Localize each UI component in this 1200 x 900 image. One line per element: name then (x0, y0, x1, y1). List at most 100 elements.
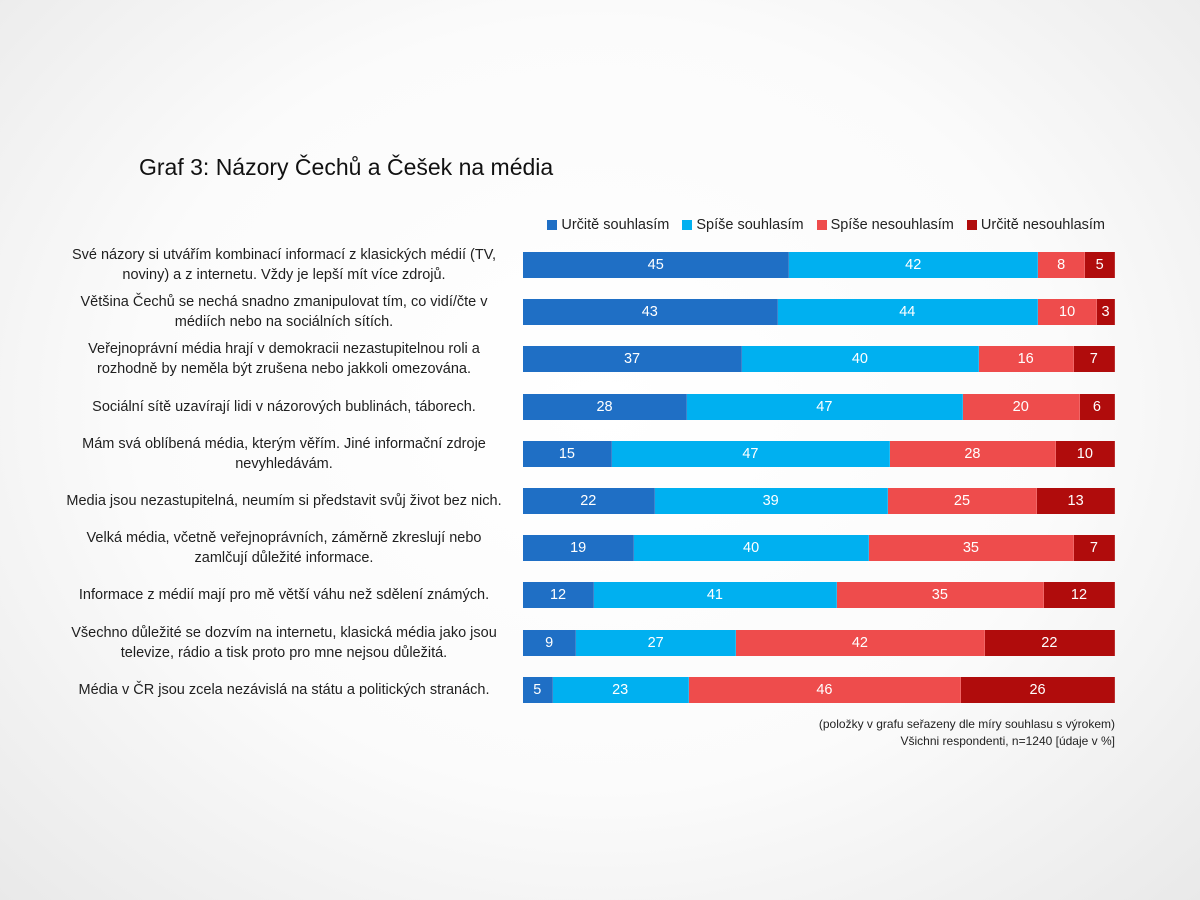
bar-segment: 47 (687, 393, 963, 420)
bar-row: 22 39 25 13 (523, 488, 1115, 514)
bar-segment: 7 (1073, 346, 1115, 373)
data-label: 13 (1067, 493, 1084, 509)
bar-segment: 45 (523, 252, 790, 278)
data-label: 5 (1095, 257, 1104, 273)
data-label: 42 (851, 634, 868, 651)
bar-segment: 12 (1043, 582, 1115, 609)
data-label: 8 (1057, 257, 1066, 273)
bar-segment: 37 (523, 346, 743, 373)
category-label: Sociální sítě uzavírají lidi v názorovýc… (92, 398, 476, 415)
bar-segment: 7 (1073, 535, 1115, 562)
bar-segment: 44 (777, 299, 1039, 326)
data-label: 26 (1029, 681, 1046, 698)
bar-segment: 15 (523, 440, 612, 467)
data-label: 7 (1089, 540, 1098, 557)
category-label: Veřejnoprávní média hrají v demokracii n… (88, 341, 480, 378)
data-label: 19 (570, 540, 587, 557)
bar-segment: 28 (523, 393, 688, 420)
data-label: 7 (1089, 351, 1098, 368)
bar-row: 37 40 16 7 (523, 346, 1115, 373)
bar-segment: 13 (1037, 488, 1115, 514)
legend-swatch (682, 220, 693, 230)
data-label: 23 (612, 681, 629, 698)
bar-row: 43 44 10 3 (523, 299, 1115, 326)
bar-segment: 26 (961, 676, 1115, 703)
data-label: 12 (1070, 587, 1088, 604)
legend-item: Spíše nesouhlasím (816, 217, 954, 233)
category-label: Média v ČR jsou zcela nezávislá na státu… (78, 681, 490, 698)
legend-swatch (547, 220, 558, 230)
legend-item: Spíše souhlasím (682, 217, 804, 233)
data-label: 28 (596, 398, 613, 415)
bar-segment: 25 (887, 488, 1038, 514)
data-label: 41 (706, 587, 723, 604)
legend-item: Určitě souhlasím (547, 217, 669, 233)
data-label: 10 (1059, 304, 1076, 321)
data-label: 27 (647, 634, 664, 651)
category-label: Informace z médií mají pro mě větší váhu… (78, 587, 490, 604)
category-label: Velká média, včetně veřejnoprávních, zám… (86, 530, 482, 567)
bar-segment: 8 (1038, 252, 1086, 278)
bar-segment: 16 (978, 346, 1074, 373)
bar-segment: 23 (552, 676, 689, 703)
data-label: 20 (1012, 398, 1029, 415)
bar-segment: 22 (984, 629, 1115, 656)
bar-row: 5 23 46 26 (523, 676, 1115, 703)
data-label: 40 (743, 540, 760, 557)
bar-segment: 20 (962, 393, 1080, 420)
category-label: Mám svá oblíbená média, kterým věřím. Ji… (82, 435, 486, 472)
bar-segment: 10 (1038, 299, 1098, 326)
bar-segment: 41 (594, 582, 837, 609)
data-label: 44 (899, 304, 916, 321)
data-label: 45 (647, 257, 664, 273)
legend-swatch (966, 220, 977, 230)
legend-label: Spíše nesouhlasím (830, 217, 954, 233)
bar-segment: 22 (523, 488, 655, 514)
data-label: 5 (533, 681, 542, 698)
bar-segment: 28 (890, 440, 1056, 467)
bar-segment: 12 (523, 582, 595, 609)
bar-row: 28 47 20 6 (523, 393, 1115, 420)
bar-row: 12 41 35 12 (523, 582, 1115, 609)
bar-segment: 47 (611, 440, 891, 467)
bar-segment: 40 (742, 346, 979, 373)
category-label: Všechno důležité se dozvím na internetu,… (71, 624, 497, 661)
bar-segment: 5 (1085, 252, 1115, 278)
legend-swatch (816, 220, 827, 230)
bar-segment: 9 (523, 629, 577, 656)
chart-legend: Určitě souhlasím Spíše souhlasím Spíše nes… (547, 217, 1105, 233)
bar-segment: 27 (576, 629, 737, 656)
bar-segment: 6 (1079, 393, 1115, 420)
data-label: 6 (1092, 398, 1101, 415)
bar-segment: 40 (634, 535, 869, 562)
bar-row: 9 27 42 22 (523, 629, 1115, 656)
category-label: Většina Čechů se nechá snadno zmanipulov… (80, 294, 488, 331)
data-label: 43 (641, 304, 658, 321)
bar-row: 45 42 8 5 (523, 252, 1115, 278)
data-label: 47 (742, 445, 759, 462)
data-label: 9 (545, 634, 554, 651)
data-label: 12 (549, 587, 567, 604)
bar-segment: 5 (523, 676, 553, 703)
data-label: 39 (762, 493, 779, 509)
bar-segment: 39 (654, 488, 888, 514)
data-label: 22 (1041, 634, 1058, 651)
chart-title: Graf 3: Názory Čechů a Češek na média (139, 154, 554, 180)
legend-label: Určitě nesouhlasím (980, 217, 1105, 233)
category-label: Media jsou nezastupitelná, neumím si pře… (66, 493, 502, 509)
note-respondents: Všichni respondenti, n=1240 [údaje v %] (900, 734, 1115, 748)
bar-segment: 10 (1055, 440, 1115, 467)
data-label: 10 (1076, 445, 1093, 462)
legend-label: Spíše souhlasím (696, 217, 804, 233)
data-label: 37 (623, 351, 641, 368)
bar-segment: 42 (736, 629, 985, 656)
legend-label: Určitě souhlasím (561, 217, 670, 233)
data-label: 25 (953, 493, 971, 509)
data-label: 35 (962, 540, 979, 557)
data-label: 35 (931, 587, 948, 604)
bar-row: 15 47 28 10 (523, 440, 1115, 467)
data-label: 3 (1101, 304, 1110, 321)
data-label: 40 (851, 351, 868, 368)
data-label: 47 (816, 398, 833, 415)
bar-segment: 3 (1097, 299, 1115, 326)
